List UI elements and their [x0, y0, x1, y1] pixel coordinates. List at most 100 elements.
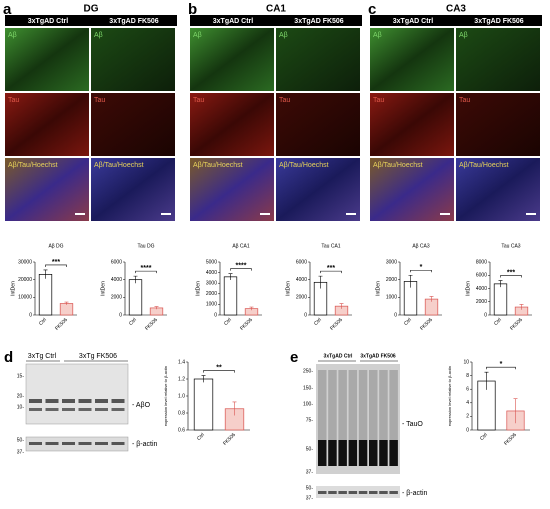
- y-tick-label: 6: [466, 387, 469, 393]
- mw-marker: 50-: [306, 485, 314, 491]
- y-tick-label: 8: [466, 373, 469, 379]
- micrograph: [276, 158, 360, 221]
- x-tick-label: FK506: [329, 317, 344, 332]
- x-tick-label: Ctrl: [479, 432, 489, 442]
- y-tick-label: 1.4: [178, 359, 185, 365]
- significance: ***: [52, 259, 60, 266]
- smear: [369, 370, 378, 440]
- error-bar: [133, 275, 138, 284]
- row-label: Aβ: [373, 32, 382, 39]
- column-header: 3xTgAD Ctrl: [28, 18, 69, 25]
- row-label: Tau: [193, 97, 204, 104]
- row-label: Aβ: [8, 32, 17, 39]
- region-header: DG: [84, 4, 99, 15]
- band: [318, 491, 327, 494]
- y-tick-label: 4000: [476, 286, 487, 292]
- significance-bracket: [500, 275, 522, 278]
- band: [78, 442, 92, 445]
- y-tick-label: 0: [394, 312, 397, 318]
- micrograph: [91, 158, 175, 221]
- band: [95, 408, 108, 411]
- y-tick-label: 10000: [18, 295, 32, 301]
- y-tick-label: 0: [484, 312, 487, 318]
- y-tick-label: 1000: [386, 295, 397, 301]
- mw-marker: 50-: [17, 437, 25, 443]
- x-tick-label: Ctrl: [38, 317, 48, 327]
- y-tick-label: 2: [466, 414, 469, 420]
- row-label: Tau: [373, 97, 384, 104]
- panel-letter: e: [290, 349, 298, 366]
- y-tick-label: 1000: [206, 302, 217, 308]
- smear: [338, 370, 347, 440]
- micrograph: [456, 158, 540, 221]
- column-header: 3xTgAD Ctrl: [393, 18, 434, 25]
- chart-title: Aβ CA3: [412, 243, 430, 249]
- row-label: Aβ/Tau/Hoechst: [193, 162, 243, 169]
- x-tick-label: FK506: [419, 317, 434, 332]
- micrograph: [370, 158, 454, 221]
- significance-bracket: [486, 366, 516, 370]
- y-tick-label: 0.8: [178, 410, 185, 416]
- band: [95, 442, 108, 445]
- y-tick-label: 0: [119, 312, 122, 318]
- micrograph: [276, 28, 360, 91]
- x-tick-label: FK506: [222, 432, 237, 447]
- y-tick-label: 0: [304, 312, 307, 318]
- row-label: Tau: [8, 97, 19, 104]
- y-tick-label: 0: [214, 312, 217, 318]
- mw-marker: 50-: [306, 446, 314, 452]
- y-tick-label: 2000: [111, 295, 122, 301]
- y-tick-label: 1.2: [178, 376, 185, 382]
- row-label: Aβ: [193, 32, 202, 39]
- y-axis-label: expression level relative to β-actin: [447, 366, 452, 426]
- blot: [316, 486, 400, 498]
- error-bar: [513, 398, 518, 424]
- mw-marker: 75-: [306, 417, 314, 423]
- column-header-bg: [370, 15, 542, 26]
- band: [111, 442, 125, 445]
- band: [318, 440, 327, 466]
- column-header-bg: [5, 15, 177, 26]
- y-tick-label: 6000: [476, 273, 487, 279]
- y-tick-label: 2000: [296, 295, 307, 301]
- smear: [348, 370, 358, 440]
- x-tick-label: FK506: [54, 317, 69, 332]
- y-axis-label: IntDen: [285, 281, 291, 296]
- band: [45, 399, 59, 403]
- y-tick-label: 5000: [206, 259, 217, 265]
- significance-bracket: [410, 269, 432, 273]
- error-bar: [318, 275, 323, 289]
- bar: [223, 276, 238, 316]
- y-axis-label: IntDen: [465, 281, 471, 296]
- chart-title: Tau DG: [138, 243, 155, 249]
- row-label: Aβ/Tau/Hoechst: [373, 162, 423, 169]
- error-bar: [484, 371, 489, 390]
- micrograph: [5, 93, 89, 156]
- significance-bracket: [320, 270, 342, 274]
- smear: [328, 370, 337, 440]
- micrograph: [190, 28, 274, 91]
- row-label: Tau: [459, 97, 470, 104]
- y-tick-label: 8000: [476, 259, 487, 265]
- x-tick-label: Ctrl: [223, 317, 233, 327]
- error-bar: [339, 303, 344, 309]
- y-axis-label: IntDen: [375, 281, 381, 296]
- mw-marker: 37-: [306, 469, 314, 475]
- smear: [318, 370, 327, 440]
- band: [379, 440, 388, 466]
- y-tick-label: 2000: [206, 291, 217, 297]
- y-tick-label: 10: [463, 359, 469, 365]
- error-bar: [408, 274, 413, 288]
- x-tick-label: FK506: [144, 317, 159, 332]
- y-tick-label: 1.0: [178, 393, 185, 399]
- smear: [389, 370, 398, 440]
- row-label: Aβ: [279, 32, 288, 39]
- mw-marker: 20-: [17, 393, 25, 399]
- band: [348, 491, 358, 494]
- x-tick-label: Ctrl: [128, 317, 138, 327]
- band: [29, 442, 42, 445]
- error-bar: [228, 273, 233, 281]
- band: [389, 491, 398, 494]
- error-bar: [232, 401, 237, 416]
- y-axis-label: IntDen: [195, 281, 201, 296]
